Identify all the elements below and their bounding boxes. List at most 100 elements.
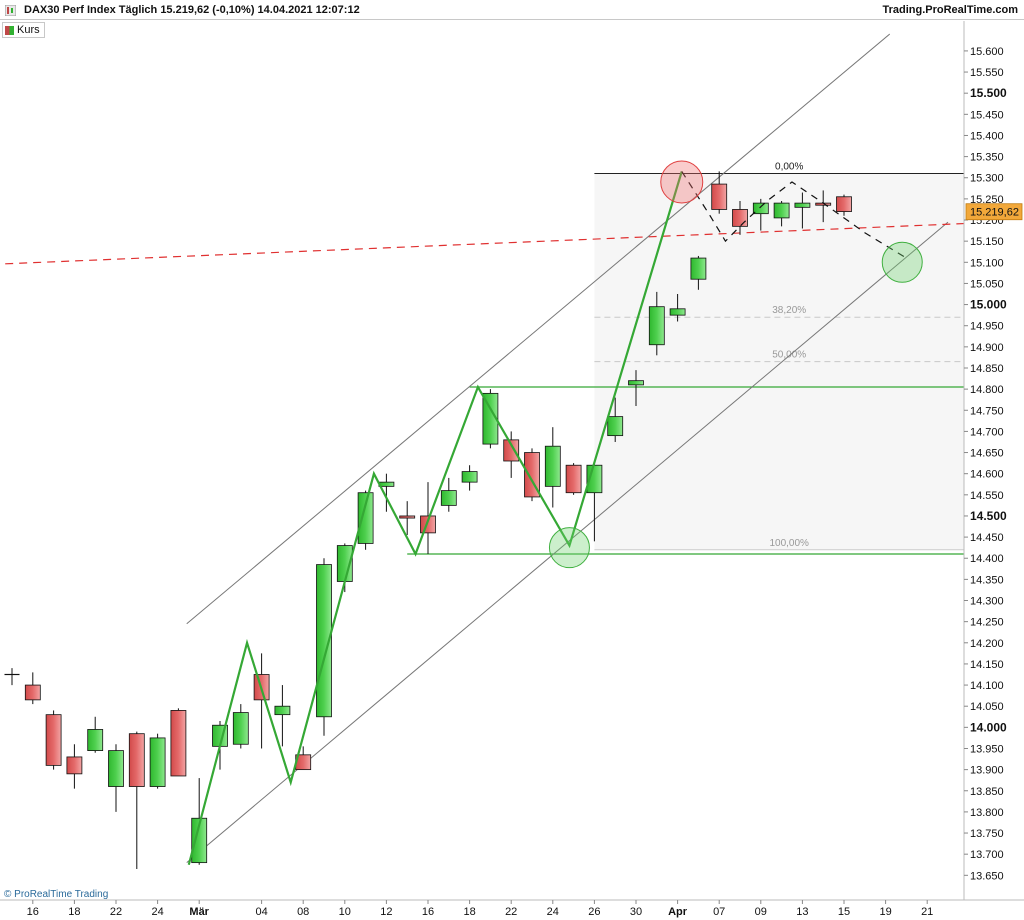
dashed-red-trendline — [0, 222, 965, 265]
fibonacci-area — [594, 173, 964, 550]
candle-body — [752, 202, 769, 215]
candle-body — [586, 464, 603, 494]
x-tick-label: 15 — [838, 906, 850, 918]
y-tick-label: 14.600 — [970, 469, 1004, 481]
x-tick-label: 24 — [547, 906, 559, 918]
legend[interactable]: Kurs — [2, 22, 45, 38]
candle-body — [607, 416, 624, 437]
candle — [274, 685, 291, 747]
candle — [648, 291, 665, 356]
x-tick-label: Apr — [668, 906, 688, 918]
x-tick-label: 09 — [755, 906, 767, 918]
candle-body — [170, 710, 187, 777]
x-tick-label: 19 — [879, 906, 891, 918]
x-tick-label: 08 — [297, 906, 309, 918]
candle — [752, 198, 769, 231]
y-tick-label: 14.450 — [970, 532, 1004, 544]
highlight-circle-green — [881, 241, 923, 283]
y-tick-label: 14.250 — [970, 617, 1004, 629]
x-tick-label: 16 — [27, 906, 39, 918]
candle — [836, 194, 852, 216]
y-tick-label: 14.300 — [970, 596, 1004, 608]
y-tick-label: 14.400 — [970, 553, 1004, 565]
candle-body — [336, 545, 353, 582]
candle — [732, 200, 748, 235]
candle-body — [378, 481, 395, 487]
highlight-circle-green — [548, 527, 590, 569]
candle-body — [212, 724, 228, 747]
candle — [336, 543, 353, 593]
candle-body — [524, 452, 540, 498]
candle-body — [295, 754, 312, 771]
candle-body — [794, 202, 811, 208]
y-tick-label: 15.200 — [970, 215, 1004, 227]
y-tick-label: 13.950 — [970, 743, 1004, 755]
candle-body — [399, 515, 416, 519]
last-price-tag — [965, 203, 1023, 221]
chart-title: DAX30 Perf Index Täglich 15.219,62 (-0,1… — [24, 4, 360, 16]
candle — [66, 744, 83, 789]
candle-body — [191, 817, 208, 864]
candle-body — [544, 445, 561, 487]
candle-body — [253, 674, 270, 701]
x-tick-label: 07 — [713, 906, 725, 918]
candle-body — [128, 733, 145, 787]
candle — [565, 463, 582, 495]
y-tick-label: 14.650 — [970, 448, 1004, 460]
y-tick-label: 15.450 — [970, 109, 1004, 121]
candle — [607, 397, 624, 442]
y-tick-label: 13.650 — [970, 870, 1004, 882]
candle — [482, 389, 499, 449]
candle — [586, 463, 603, 542]
candle-body — [815, 202, 832, 206]
candle — [669, 294, 686, 322]
x-tick-label: 04 — [255, 906, 267, 918]
y-tick-label: 15.400 — [970, 130, 1004, 142]
candle-body — [87, 729, 104, 751]
y-tick-label: 15.300 — [970, 173, 1004, 185]
y-tick-label: 14.000 — [970, 720, 1007, 734]
footer-brand: © ProRealTime Trading — [4, 889, 109, 900]
x-tick-label: 21 — [921, 906, 933, 918]
candle-body — [232, 712, 249, 745]
x-tick-label: 26 — [588, 906, 600, 918]
candle-body — [357, 492, 374, 544]
candle-body — [108, 750, 124, 787]
candle — [690, 255, 707, 290]
y-tick-label: 14.550 — [970, 490, 1004, 502]
x-tick-label: Mär — [189, 906, 209, 918]
candle — [128, 731, 145, 869]
x-tick-label: 24 — [151, 906, 163, 918]
candle — [149, 733, 166, 789]
candle — [45, 710, 62, 770]
candle-body — [66, 756, 83, 775]
y-tick-label: 14.200 — [970, 638, 1004, 650]
candle-body — [565, 464, 582, 494]
x-tick-label: 22 — [110, 906, 122, 918]
y-tick-label: 14.750 — [970, 405, 1004, 417]
candle — [628, 370, 644, 407]
candle — [253, 653, 270, 749]
y-tick-label: 14.100 — [970, 680, 1004, 692]
fib-level-label: 38,20% — [772, 305, 806, 316]
candle — [773, 200, 790, 227]
y-tick-label: 13.900 — [970, 765, 1004, 777]
x-tick-label: 13 — [796, 906, 808, 918]
candle — [87, 716, 104, 753]
candle-body — [836, 196, 852, 212]
candle-body — [461, 471, 478, 483]
candle-body — [24, 684, 41, 701]
chart-window-icon — [5, 5, 16, 16]
y-tick-label: 15.250 — [970, 194, 1004, 206]
candle — [295, 746, 312, 771]
candle — [711, 171, 728, 214]
y-tick-label: 14.950 — [970, 321, 1004, 333]
candle — [440, 477, 457, 512]
candle — [212, 721, 228, 770]
candle-body — [732, 209, 748, 227]
x-tick-label: 30 — [630, 906, 642, 918]
candle — [378, 473, 395, 512]
y-tick-label: 14.700 — [970, 426, 1004, 438]
